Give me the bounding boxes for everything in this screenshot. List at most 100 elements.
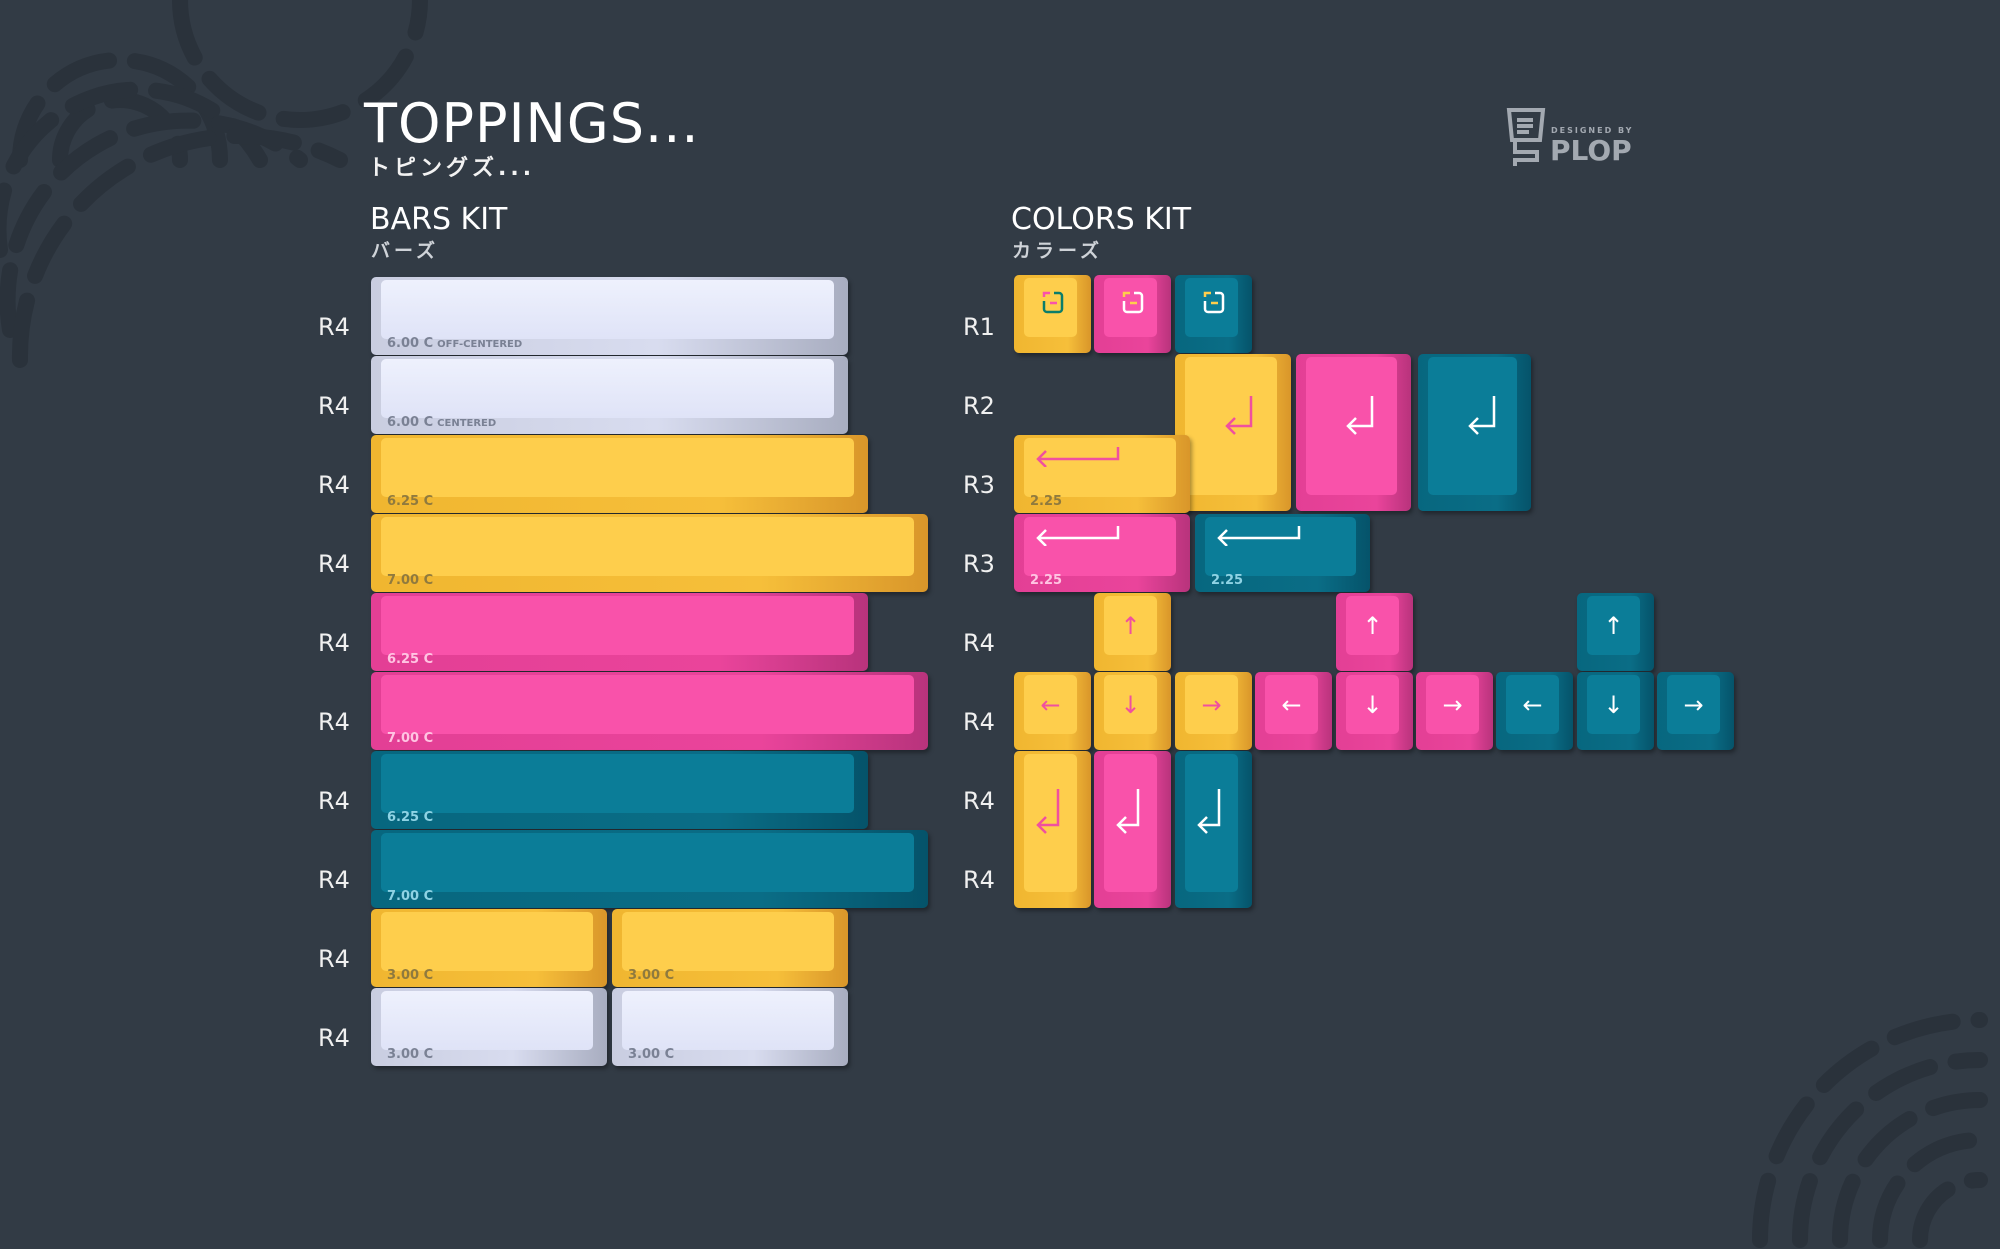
keycap-size: 6.25 C: [387, 494, 434, 509]
arrow-up-keycap: ↑: [1336, 593, 1413, 671]
arrow-right-icon: →: [1201, 690, 1222, 719]
row-label: R4: [318, 787, 350, 815]
keycap-size: 3.00 C: [628, 968, 675, 983]
row-label: R4: [963, 629, 995, 657]
swirl-pattern-decoration: [0, 0, 428, 368]
plop-face-icon: [1122, 291, 1144, 314]
logo-keycap: [1094, 275, 1171, 353]
spacebar-keycap: 7.00 C: [371, 514, 928, 592]
return-arrow-icon: [1036, 789, 1060, 834]
logo-designed-by: DESIGNED BY: [1551, 126, 1634, 135]
return-arrow-icon: [1468, 396, 1496, 435]
row-label: R4: [963, 708, 995, 736]
vertical-enter-keycap: [1014, 751, 1091, 908]
keycap-size: 3.00 C: [387, 1047, 434, 1062]
spacebar-keycap: 6.25 C: [371, 593, 868, 671]
keycap-size: 7.00 C: [387, 889, 434, 904]
arrow-down-keycap: ↓: [1094, 672, 1171, 750]
plop-face-icon: [1203, 291, 1225, 314]
row-label: R4: [318, 550, 350, 578]
arrow-right-keycap: →: [1175, 672, 1252, 750]
return-arrow-icon: [1225, 396, 1253, 435]
enter-2-25-keycap: 2.25: [1014, 514, 1190, 592]
keycap-size: 6.25 C: [387, 810, 434, 825]
arrow-right-icon: →: [1683, 690, 1704, 719]
logo-plop: PLOP: [1550, 134, 1632, 167]
return-arrow-icon: [1036, 447, 1120, 467]
arrow-left-keycap: ←: [1255, 672, 1332, 750]
row-label: R4: [318, 313, 350, 341]
enter-2-25-keycap: 2.25: [1195, 514, 1370, 592]
row-label: R4: [318, 866, 350, 894]
return-arrow-icon: [1036, 526, 1120, 546]
keycap-size: 6.00 C: [387, 336, 434, 351]
spacebar-keycap: 6.00 C CENTERED: [371, 356, 848, 434]
iso-enter-keycap: [1296, 354, 1411, 511]
spacebar-keycap: 7.00 C: [371, 672, 928, 750]
arrow-down-icon: ↓: [1362, 690, 1383, 719]
return-arrow-icon: [1197, 789, 1221, 834]
arrow-right-icon: →: [1442, 690, 1463, 719]
return-arrow-icon: [1346, 396, 1374, 435]
page-title: TOPPINGS...: [364, 92, 700, 155]
arrow-left-icon: ←: [1281, 690, 1302, 719]
row-label: R4: [963, 866, 995, 894]
page-subtitle-jp: トピングズ...: [368, 156, 536, 181]
row-label: R4: [318, 1024, 350, 1052]
keycap-note: CENTERED: [437, 418, 497, 429]
bars-kit-title: BARS KIT: [370, 202, 508, 237]
spacebar-keycap: 6.25 C: [371, 435, 868, 513]
arrow-up-icon: ↑: [1362, 611, 1383, 640]
arrow-down-icon: ↓: [1120, 690, 1141, 719]
keycap-size: 7.00 C: [387, 731, 434, 746]
return-arrow-icon: [1217, 526, 1301, 546]
row-label: R4: [318, 629, 350, 657]
keycap-size: 2.25: [1030, 573, 1063, 588]
row-label: R1: [963, 313, 995, 341]
arrow-up-icon: ↑: [1603, 611, 1624, 640]
bars-kit-title-jp: バーズ: [371, 240, 440, 262]
row-label: R4: [963, 787, 995, 815]
arrow-right-keycap: →: [1657, 672, 1734, 750]
spacebar-keycap: 6.00 C OFF-CENTERED: [371, 277, 848, 355]
spacebar-keycap: 3.00 C: [612, 909, 848, 987]
plop-face-icon: [1042, 291, 1064, 314]
return-arrow-icon: [1116, 789, 1140, 834]
row-label: R4: [318, 708, 350, 736]
arrow-left-keycap: ←: [1496, 672, 1573, 750]
colors-kit-title: COLORS KIT: [1011, 202, 1192, 237]
spacebar-keycap: 3.00 C: [612, 988, 848, 1066]
arrow-up-keycap: ↑: [1094, 593, 1171, 671]
keycap-mascot-icon: [1506, 108, 1546, 166]
keycap-size: 6.25 C: [387, 652, 434, 667]
arrow-left-icon: ←: [1522, 690, 1543, 719]
row-label: R3: [963, 550, 995, 578]
row-label: R4: [318, 945, 350, 973]
keycap-size: 2.25: [1211, 573, 1244, 588]
arrow-down-icon: ↓: [1603, 690, 1624, 719]
iso-enter-keycap: [1175, 354, 1291, 511]
logo-keycap: [1175, 275, 1252, 353]
enter-2-25-keycap: 2.25: [1014, 435, 1190, 513]
colors-kit-title-jp: カラーズ: [1012, 240, 1104, 262]
arrow-down-keycap: ↓: [1577, 672, 1654, 750]
arrow-down-keycap: ↓: [1336, 672, 1413, 750]
spacebar-keycap: 3.00 C: [371, 909, 607, 987]
keycap-size: 2.25: [1030, 494, 1063, 509]
arrow-left-keycap: ←: [1014, 672, 1091, 750]
swirl-pattern-decoration: [1752, 1012, 1988, 1248]
arrow-up-keycap: ↑: [1577, 593, 1654, 671]
row-label: R3: [963, 471, 995, 499]
iso-enter-keycap: [1418, 354, 1531, 511]
arrow-up-icon: ↑: [1120, 611, 1141, 640]
spacebar-keycap: 7.00 C: [371, 830, 928, 908]
row-label: R2: [963, 392, 995, 420]
vertical-enter-keycap: [1094, 751, 1171, 908]
spacebar-keycap: 3.00 C: [371, 988, 607, 1066]
keycap-size: 3.00 C: [628, 1047, 675, 1062]
arrow-left-icon: ←: [1040, 690, 1061, 719]
spacebar-keycap: 6.25 C: [371, 751, 868, 829]
row-label: R4: [318, 471, 350, 499]
vertical-enter-keycap: [1175, 751, 1252, 908]
logo-keycap: [1014, 275, 1091, 353]
